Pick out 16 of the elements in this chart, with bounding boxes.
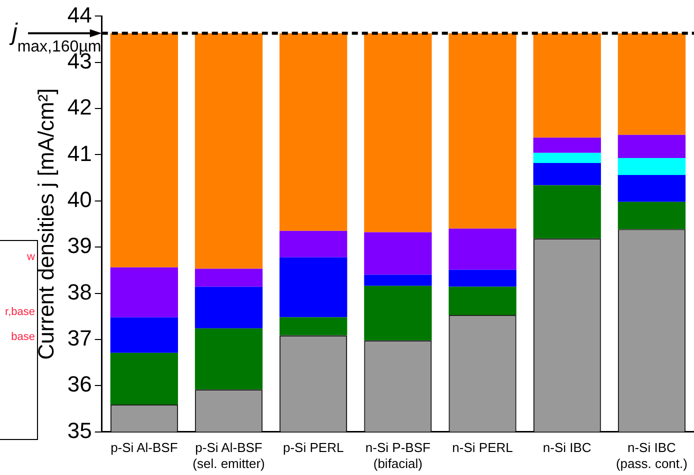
x-tick-label: p-Si Al-BSF (sel. emitter) [192,440,265,471]
y-tick-label: 37 [67,326,92,351]
x-tick-label: p-Si Al-BSF [110,440,178,456]
y-tick-label: 39 [67,233,92,258]
x-tick-label: n-Si PERL [452,440,513,456]
y-tick-label: 40 [67,186,92,212]
x-tick-label: p-Si PERL [282,440,344,456]
y-tick-label: 36 [67,372,92,397]
x-tick-label: n-Si IBC [542,440,592,456]
y-tick-label: 38 [67,279,92,304]
y-tick-label: 41 [67,140,92,166]
x-tick-label: n-Si P-BSF (bifacial) [365,440,430,471]
y-tick-label: 42 [67,94,92,120]
y-tick-label: 35 [67,418,92,443]
legend-box: w r,base base [0,240,38,440]
x-tick-label: n-Si IBC (pass. cont.) [616,440,688,471]
